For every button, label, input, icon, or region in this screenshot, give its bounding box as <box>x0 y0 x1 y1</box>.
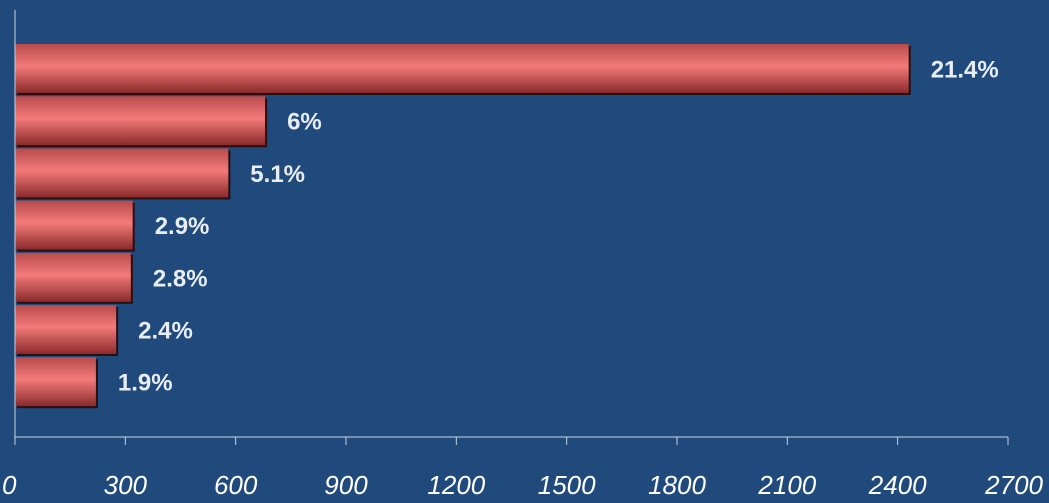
x-tick-label: 2400 <box>868 470 927 500</box>
data-labels: 21.4% 6% 5.1% 2.9% 2.8% 2.4% 1.9% <box>118 57 999 397</box>
x-tick-label: 2700 <box>984 470 1043 500</box>
data-label: 2.8% <box>153 265 208 292</box>
bars <box>15 44 911 409</box>
x-tick-label: 900 <box>324 470 368 500</box>
bar <box>15 252 131 302</box>
x-tick-label: 1500 <box>538 470 596 500</box>
data-label: 21.4% <box>931 57 999 84</box>
x-tick-label: 2100 <box>757 470 816 500</box>
x-tick-label: 300 <box>104 470 148 500</box>
bar <box>15 305 117 354</box>
axes: 0 300 600 900 1200 1500 1800 2100 2400 2700 <box>2 10 1044 500</box>
bar <box>15 96 266 146</box>
x-tick-label: 1800 <box>648 470 706 500</box>
x-tick-label: 1200 <box>427 470 485 500</box>
bar <box>15 200 133 250</box>
bar <box>15 44 909 93</box>
bar <box>15 148 229 198</box>
x-tick-label: 600 <box>214 470 258 500</box>
data-label: 5.1% <box>250 161 305 188</box>
bar <box>15 357 96 407</box>
data-label: 2.9% <box>155 213 210 240</box>
data-label: 6% <box>287 109 322 136</box>
x-tick-label: 0 <box>2 470 17 500</box>
data-label: 2.4% <box>138 318 193 345</box>
data-label: 1.9% <box>118 370 173 397</box>
